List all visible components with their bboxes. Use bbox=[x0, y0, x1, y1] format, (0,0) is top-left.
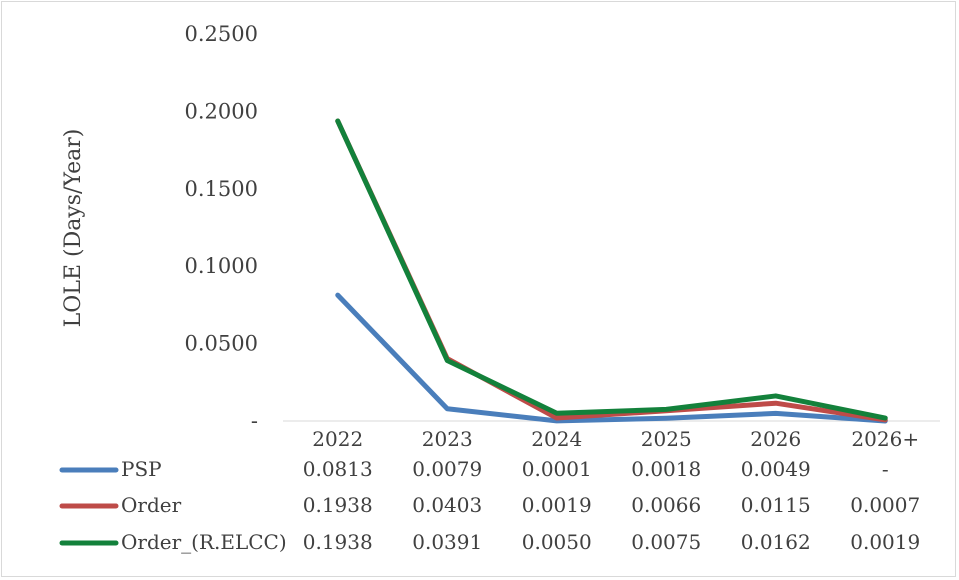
y-tick-label: 0.2000 bbox=[185, 99, 258, 123]
y-tick-label: 0.0500 bbox=[185, 332, 258, 356]
y-tick-label: - bbox=[251, 409, 258, 433]
data-table-cell: 0.0403 bbox=[412, 493, 482, 517]
legend-series-name: Order_(R.ELCC) bbox=[121, 530, 287, 554]
data-table-cell: - bbox=[882, 457, 889, 481]
data-table-cell: 0.1938 bbox=[303, 530, 373, 554]
series-line-0 bbox=[335, 292, 888, 424]
y-tick-labels: - 0.0500 0.1000 0.1500 0.2000 0.2500 bbox=[185, 22, 258, 433]
data-table-cell: 0.0162 bbox=[741, 530, 811, 554]
x-category-label: 2026 bbox=[750, 427, 801, 451]
data-table-cell: 0.0019 bbox=[850, 530, 920, 554]
data-table-cell: 0.0391 bbox=[412, 530, 482, 554]
data-table-cell: 0.0079 bbox=[412, 457, 482, 481]
y-axis-label: LOLE (Days/Year) bbox=[61, 129, 86, 328]
x-category-label: 2023 bbox=[422, 427, 473, 451]
x-category-label: 2026+ bbox=[851, 427, 919, 451]
series-lines bbox=[335, 118, 888, 424]
data-table-cell: 0.0115 bbox=[741, 493, 811, 517]
data-table-cell: 0.1938 bbox=[303, 493, 373, 517]
x-category-label: 2022 bbox=[312, 427, 363, 451]
data-table-cell: 0.0001 bbox=[522, 457, 592, 481]
data-table-cell: 0.0019 bbox=[522, 493, 592, 517]
series-line-2 bbox=[335, 118, 888, 421]
y-tick-label: 0.2500 bbox=[185, 22, 258, 46]
data-table-cell: 0.0049 bbox=[741, 457, 811, 481]
y-tick-label: 0.1500 bbox=[185, 177, 258, 201]
data-table-cell: 0.0018 bbox=[631, 457, 701, 481]
x-category-label: 2025 bbox=[641, 427, 692, 451]
x-category-labels: 2022 2023 2024 2025 2026 2026+ bbox=[312, 427, 919, 451]
legend-series-name: Order bbox=[121, 493, 182, 517]
series-line-1 bbox=[335, 118, 888, 423]
data-table: PSP 0.0813 0.0079 0.0001 0.0018 0.0049 - Order 0… bbox=[59, 457, 920, 554]
y-tick-label: 0.1000 bbox=[185, 254, 258, 278]
data-table-cell: 0.0007 bbox=[850, 493, 920, 517]
x-category-label: 2024 bbox=[531, 427, 582, 451]
data-table-cell: 0.0075 bbox=[631, 530, 701, 554]
legend-series-name: PSP bbox=[121, 457, 162, 481]
data-table-cell: 0.0066 bbox=[631, 493, 701, 517]
data-table-cell: 0.0813 bbox=[303, 457, 373, 481]
data-table-cell: 0.0050 bbox=[522, 530, 592, 554]
